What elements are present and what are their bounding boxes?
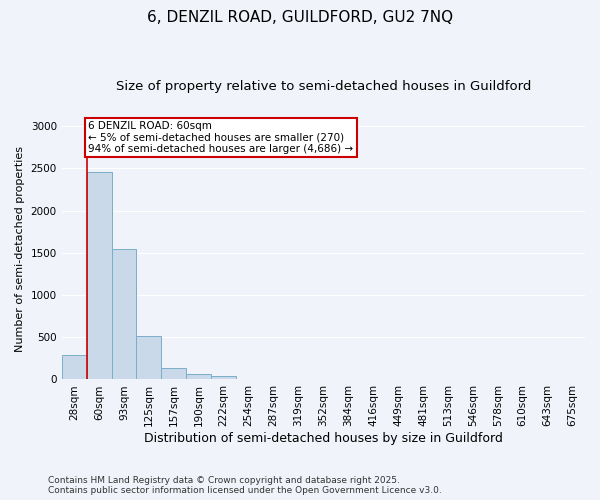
Text: 6 DENZIL ROAD: 60sqm
← 5% of semi-detached houses are smaller (270)
94% of semi-: 6 DENZIL ROAD: 60sqm ← 5% of semi-detach… <box>88 121 353 154</box>
Title: Size of property relative to semi-detached houses in Guildford: Size of property relative to semi-detach… <box>116 80 531 93</box>
X-axis label: Distribution of semi-detached houses by size in Guildford: Distribution of semi-detached houses by … <box>144 432 503 445</box>
Text: Contains HM Land Registry data © Crown copyright and database right 2025.
Contai: Contains HM Land Registry data © Crown c… <box>48 476 442 495</box>
Y-axis label: Number of semi-detached properties: Number of semi-detached properties <box>15 146 25 352</box>
Bar <box>62 354 86 380</box>
Bar <box>161 368 186 380</box>
Text: 6, DENZIL ROAD, GUILDFORD, GU2 7NQ: 6, DENZIL ROAD, GUILDFORD, GU2 7NQ <box>147 10 453 25</box>
Bar <box>186 374 211 380</box>
Bar <box>112 248 136 380</box>
Bar <box>211 376 236 380</box>
Bar <box>86 172 112 380</box>
Bar <box>136 336 161 380</box>
